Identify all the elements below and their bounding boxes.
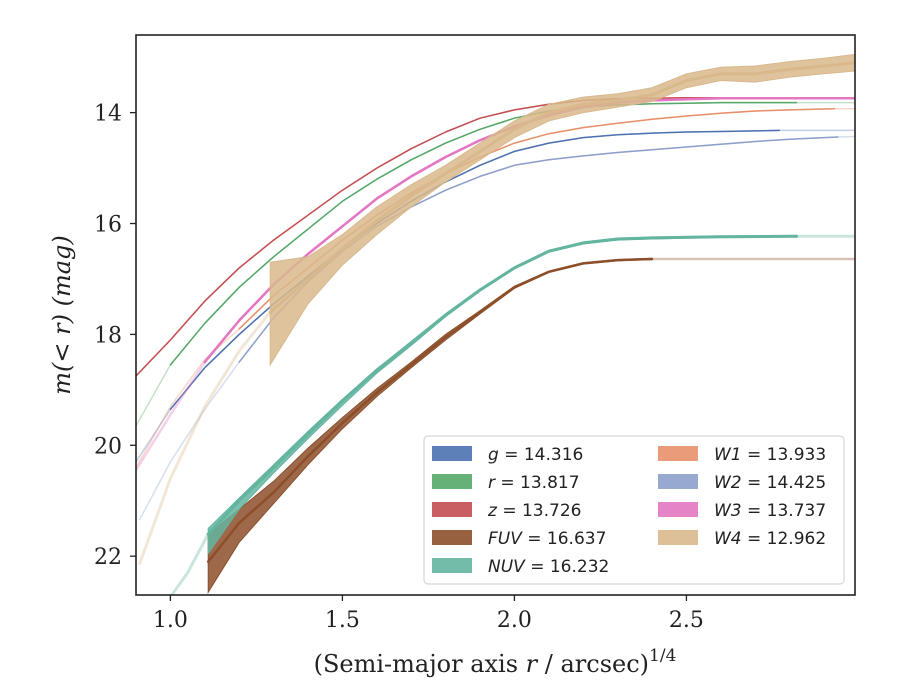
legend-var-z: z bbox=[487, 501, 498, 521]
legend-var-W3: W3 bbox=[714, 501, 742, 521]
y-tick-label: 14 bbox=[94, 102, 122, 127]
legend-value-NUV: = 16.232 bbox=[525, 557, 610, 577]
x-axis-label: (Semi-major axis r / arcsec)1/4 bbox=[314, 646, 677, 678]
legend-swatch-W3 bbox=[658, 502, 698, 517]
legend-value-W1: = 13.933 bbox=[742, 445, 827, 465]
series-FUV bbox=[206, 257, 855, 594]
y-tick-label: 16 bbox=[94, 213, 122, 238]
legend-label-W2: W2 = 14.425 bbox=[714, 473, 826, 493]
series-NUV-line bbox=[206, 234, 798, 536]
legend-label-W4: W4 = 12.962 bbox=[714, 529, 826, 549]
series-layer bbox=[136, 53, 855, 595]
x-tick-label: 2.5 bbox=[669, 608, 704, 633]
legend-var-r: r bbox=[488, 473, 496, 493]
series-NUV bbox=[170, 234, 855, 595]
plot-frame bbox=[135, 34, 856, 596]
legend-label-W1: W1 = 13.933 bbox=[714, 445, 826, 465]
legend-var-W2: W2 bbox=[714, 473, 742, 493]
legend-frame bbox=[423, 435, 845, 585]
legend-label-z: z = 13.726 bbox=[487, 501, 581, 521]
x-tick-label: 1.0 bbox=[153, 608, 188, 633]
legend-label-NUV: NUV = 16.232 bbox=[488, 557, 609, 577]
legend-value-z: = 13.726 bbox=[497, 501, 582, 521]
series-W4 bbox=[137, 53, 855, 566]
legend-var-W1: W1 bbox=[714, 445, 742, 465]
legend-var-W4: W4 bbox=[714, 529, 742, 549]
legend-label-g: g = 14.316 bbox=[488, 445, 583, 465]
legend-swatch-g bbox=[432, 446, 472, 461]
x-axis-label-main: (Semi-major axis bbox=[314, 650, 526, 678]
legend-swatch-W4 bbox=[658, 530, 698, 545]
series-FUV-line bbox=[206, 257, 654, 563]
legend-value-g: = 14.316 bbox=[499, 445, 584, 465]
x-axis-label-tail: / arcsec) bbox=[537, 650, 649, 678]
legend-var-g: g bbox=[488, 445, 499, 465]
legend-swatch-r bbox=[432, 474, 472, 489]
legend-label-r: r = 13.817 bbox=[488, 473, 580, 493]
legend-swatch-z bbox=[432, 502, 472, 517]
y-tick-label: 20 bbox=[94, 434, 122, 459]
y-axis-label: m(< r) (mag) bbox=[48, 235, 76, 394]
axes-layer: 1.0 1.5 2.0 2.5 14 16 18 20 22 bbox=[94, 102, 704, 633]
series-W4-line bbox=[268, 61, 855, 314]
legend-var-NUV: NUV bbox=[488, 557, 526, 577]
series-r-line bbox=[169, 101, 798, 366]
legend-label-W3: W3 = 13.737 bbox=[714, 501, 826, 521]
legend-swatch-W2 bbox=[658, 474, 698, 489]
legend-swatch-NUV bbox=[432, 558, 472, 573]
legend-value-r: = 13.817 bbox=[495, 473, 580, 493]
x-axis-label-var: r bbox=[526, 650, 539, 678]
series-W4-band bbox=[269, 53, 855, 367]
y-tick-label: 22 bbox=[94, 545, 122, 570]
legend-value-W4: = 12.962 bbox=[742, 529, 827, 549]
legend-swatch-FUV bbox=[432, 530, 472, 545]
legend-value-W2: = 14.425 bbox=[742, 473, 827, 493]
legend-swatch-W1 bbox=[658, 446, 698, 461]
x-tick-label: 1.5 bbox=[325, 608, 360, 633]
series-r bbox=[136, 101, 855, 427]
legend-label-FUV: FUV = 16.637 bbox=[488, 529, 606, 549]
legend-value-W3: = 13.737 bbox=[742, 501, 827, 521]
legend-value-FUV: = 16.637 bbox=[522, 529, 607, 549]
x-tick-label: 2.0 bbox=[497, 608, 532, 633]
legend-var-FUV: FUV bbox=[488, 529, 523, 549]
x-axis-label-sup: 1/4 bbox=[649, 646, 676, 666]
y-tick-label: 18 bbox=[94, 323, 122, 348]
